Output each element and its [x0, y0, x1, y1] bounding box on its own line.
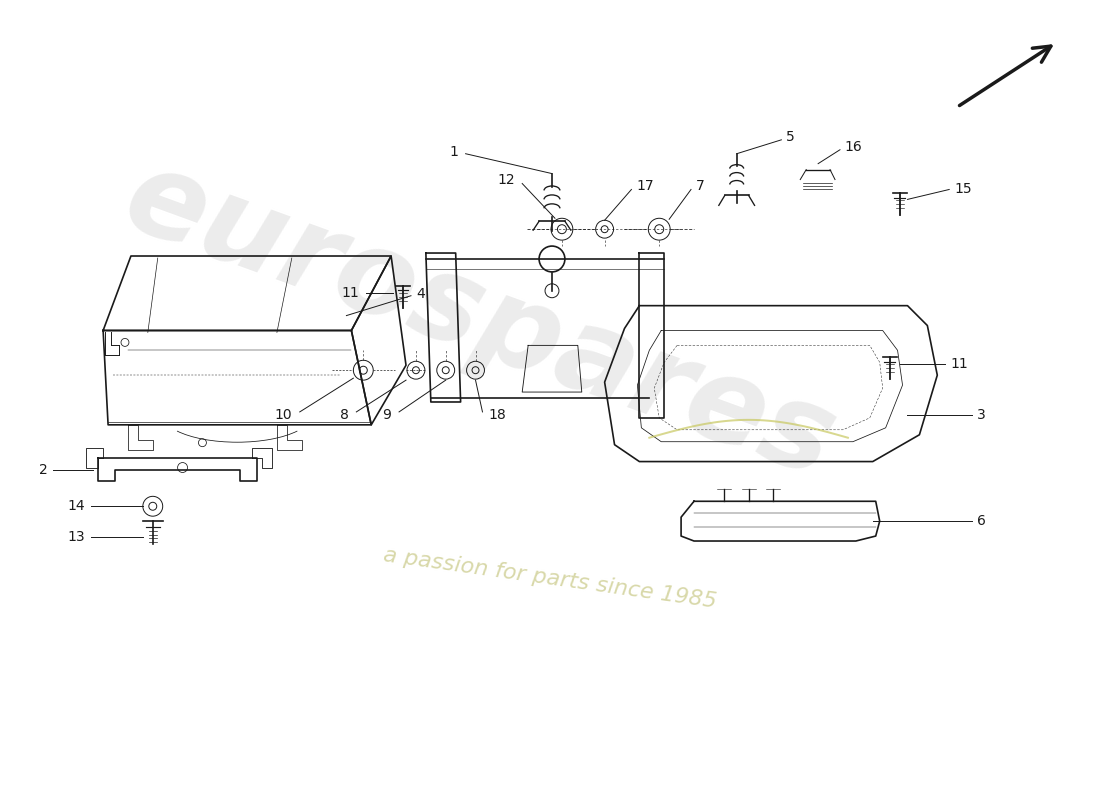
Text: 8: 8 [340, 408, 349, 422]
Text: 9: 9 [382, 408, 392, 422]
Text: 5: 5 [786, 130, 795, 144]
Text: 11: 11 [342, 286, 360, 300]
Text: 12: 12 [497, 173, 515, 186]
Text: 3: 3 [977, 408, 986, 422]
Text: 4: 4 [416, 286, 425, 301]
Text: 6: 6 [977, 514, 986, 528]
Text: eurospares: eurospares [110, 139, 850, 502]
Text: 16: 16 [845, 140, 862, 154]
Text: 14: 14 [67, 499, 86, 514]
Text: 1: 1 [450, 145, 459, 158]
Text: 10: 10 [274, 408, 292, 422]
Text: 18: 18 [488, 408, 506, 422]
Text: a passion for parts since 1985: a passion for parts since 1985 [382, 546, 718, 612]
Text: 17: 17 [637, 178, 654, 193]
Text: 11: 11 [950, 358, 968, 371]
Text: 13: 13 [67, 530, 86, 544]
Text: 7: 7 [696, 178, 705, 193]
Text: 2: 2 [39, 462, 47, 477]
Text: 15: 15 [954, 182, 971, 197]
